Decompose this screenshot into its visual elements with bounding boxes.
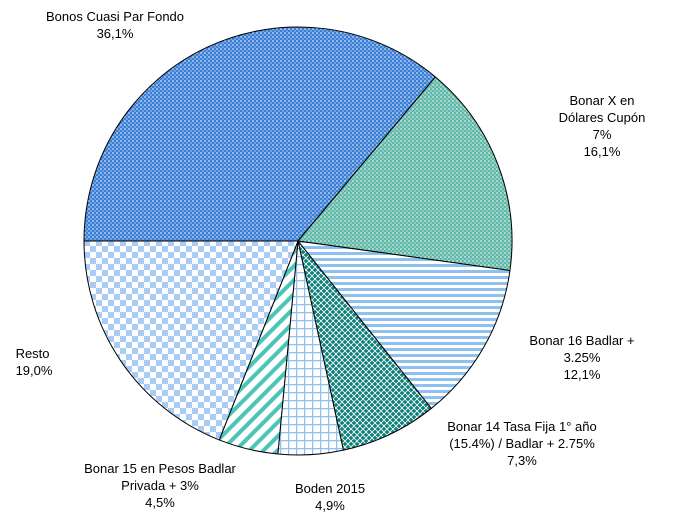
slice-label: Bonos Cuasi Par Fondo 36,1% [46, 8, 184, 42]
value-label: 4,9% [315, 498, 345, 513]
pie-slice [83, 240, 299, 441]
slice-label: Bonar 14 Tasa Fija 1° año (15.4%) / Badl… [447, 418, 597, 469]
value-label: 16,1% [583, 144, 621, 159]
slice-label: Boden 2015 4,9% [295, 480, 365, 514]
pie-slice [297, 76, 513, 272]
pie-slice [296, 240, 511, 410]
slice-label: Bonar X en Dólares Cupón 7% 16,1% [556, 92, 648, 160]
value-label: 12,1% [563, 367, 601, 382]
value-label: 7,3% [507, 453, 537, 468]
slice-label: Bonar 15 en Pesos Badlar Privada + 3% 4,5… [84, 460, 236, 511]
category-name: Bonar 16 Badlar + 3.25% [529, 333, 635, 365]
pie-slice [297, 240, 432, 451]
category-name: Resto [15, 346, 50, 361]
category-name: Boden 2015 [294, 481, 366, 496]
category-name: Bonar 15 en Pesos Badlar Privada + 3% [84, 461, 236, 493]
category-name: Bonos Cuasi Par Fondo [45, 9, 185, 24]
category-name: Bonar X en Dólares Cupón 7% [558, 93, 646, 142]
value-label: 36,1% [96, 26, 134, 41]
slice-label: Resto 19,0% [16, 345, 53, 379]
value-label: 4,5% [145, 495, 175, 510]
slice-label: Bonar 16 Badlar + 3.25% 12,1% [526, 332, 638, 383]
category-name: Bonar 14 Tasa Fija 1° año (15.4%) / Badl… [447, 419, 597, 451]
value-label: 19,0% [15, 363, 53, 378]
pie-slice [83, 26, 437, 242]
